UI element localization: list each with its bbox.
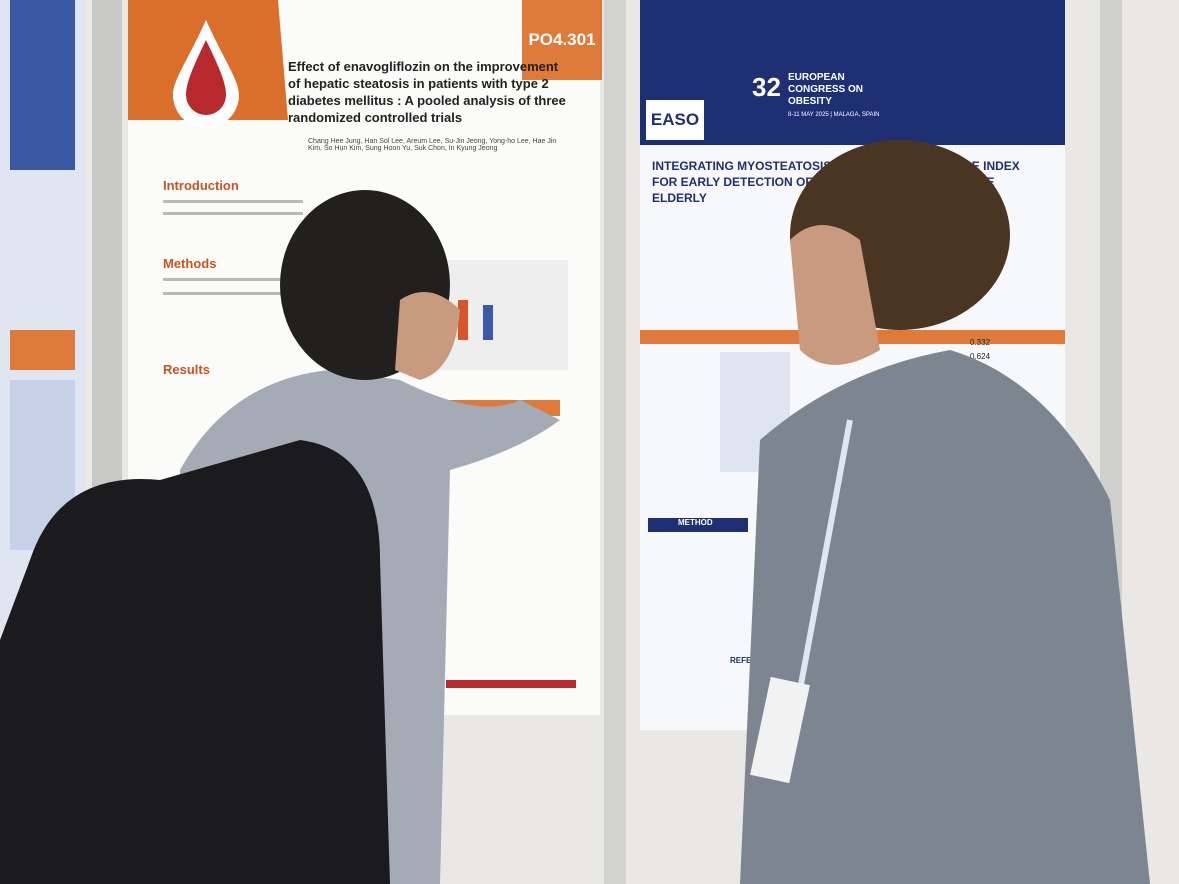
section-heading: Results bbox=[163, 362, 210, 377]
shirt bbox=[740, 350, 1150, 884]
poster-logo bbox=[128, 0, 288, 128]
organization: EASO bbox=[646, 100, 704, 140]
poster-code: PO4.301 bbox=[522, 0, 602, 80]
shape bbox=[163, 212, 303, 215]
shape bbox=[750, 676, 810, 784]
shape bbox=[10, 330, 75, 370]
section-heading: METHOD bbox=[648, 518, 748, 532]
shape bbox=[483, 305, 493, 340]
section-heading: Introduction bbox=[163, 178, 239, 193]
p-value: 0.624 bbox=[970, 352, 991, 361]
shape bbox=[790, 225, 880, 365]
poster-footer bbox=[446, 680, 576, 688]
shape bbox=[395, 292, 460, 380]
backpack bbox=[0, 440, 390, 884]
poster-far-left bbox=[0, 0, 85, 700]
shape bbox=[163, 200, 303, 203]
poster-authors: Chang Hee Jung, Han Sol Lee, Areum Lee, … bbox=[308, 138, 557, 152]
congress-dates: 8-11 MAY 2025 | MALAGA, SPAIN bbox=[788, 112, 880, 118]
congress-name: EUROPEAN CONGRESS ON OBESITY bbox=[788, 72, 864, 107]
section-heading: Methods bbox=[163, 256, 217, 271]
shape bbox=[458, 300, 468, 340]
figure bbox=[438, 260, 568, 370]
congress-number: 32 bbox=[752, 72, 781, 102]
poster-header bbox=[640, 0, 1065, 145]
shape bbox=[797, 419, 853, 691]
shape bbox=[163, 292, 303, 295]
poster-title: Effect of enavogliflozin on the improvem… bbox=[288, 59, 566, 125]
panel-pole bbox=[604, 0, 626, 884]
shape bbox=[186, 40, 226, 115]
shape bbox=[163, 278, 303, 281]
p-value: 0.332 bbox=[970, 338, 991, 347]
shape bbox=[10, 0, 75, 170]
